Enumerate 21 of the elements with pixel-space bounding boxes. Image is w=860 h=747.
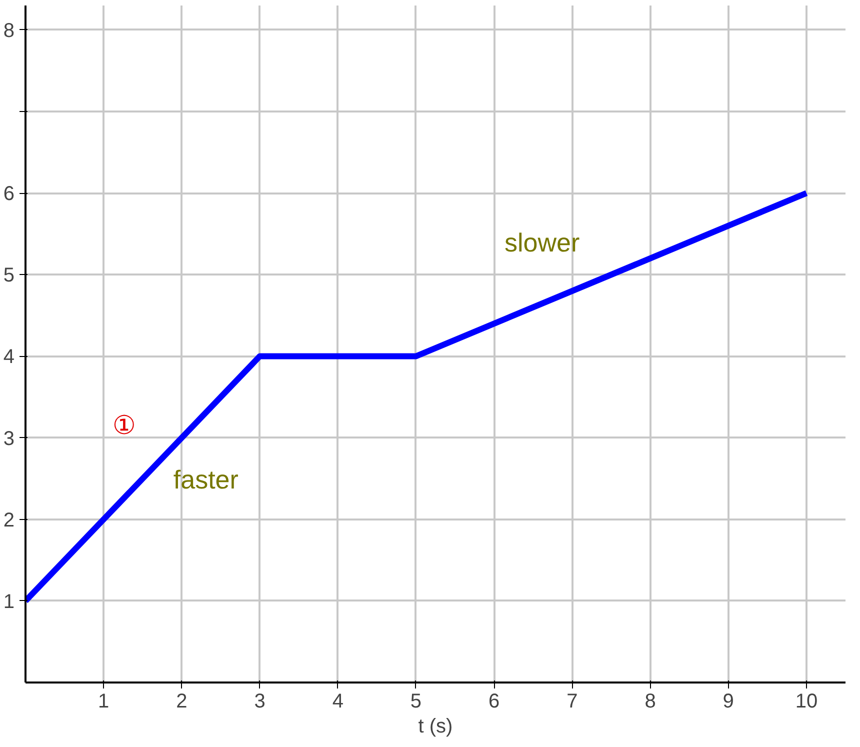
y-tick-label: 2 — [3, 509, 14, 532]
y-tick-label: 4 — [3, 346, 14, 368]
x-tick-label: 3 — [254, 690, 266, 712]
x-tick-label: 10 — [795, 690, 818, 712]
x-tick-label: 7 — [566, 690, 578, 712]
x-axis-title: t (s) — [418, 716, 453, 738]
annotation: ① — [112, 410, 136, 440]
x-tick-label: 1 — [98, 690, 110, 712]
y-tick-label: 5 — [3, 264, 14, 287]
x-tick-label: 8 — [644, 690, 656, 712]
x-tick-label: 2 — [176, 690, 188, 712]
annotation: faster — [173, 464, 239, 494]
x-tick-label: 5 — [410, 690, 422, 712]
y-tick-label: 8 — [3, 20, 14, 42]
annotation: slower — [504, 227, 580, 258]
x-tick-label: 4 — [332, 690, 344, 712]
y-tick-label: 1 — [3, 590, 14, 613]
x-tick-label: 9 — [722, 690, 734, 712]
y-tick-label: 3 — [3, 428, 14, 450]
x-tick-label: 6 — [488, 690, 500, 712]
y-tick-label: 6 — [3, 183, 14, 206]
